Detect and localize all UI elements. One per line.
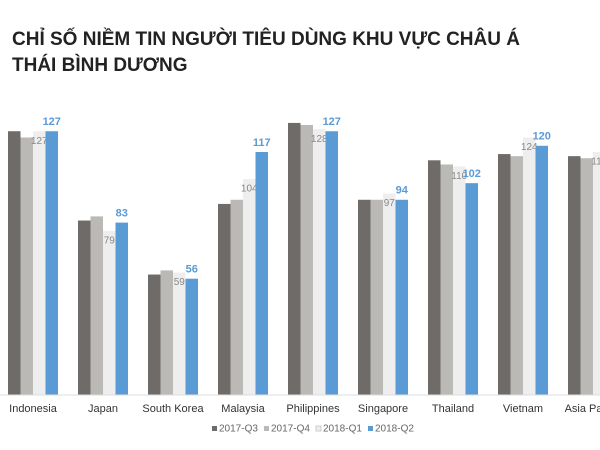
x-tick-label: Thailand [432,403,474,415]
bar [78,220,91,395]
data-label: 110 [451,171,467,182]
bar [103,230,116,395]
x-tick-label: Philippines [286,403,340,415]
data-label: 120 [533,131,551,143]
x-tick-label: Singapore [358,403,408,415]
data-label: 102 [463,168,481,180]
x-tick-label: Asia Pacific [565,403,600,415]
bar [218,203,231,395]
bar [185,278,198,395]
data-label: 79 [104,236,116,247]
x-tick-label: Malaysia [221,403,265,415]
data-label: 117 [253,137,271,149]
data-label: 128 [311,134,328,145]
data-label: 56 [186,264,198,276]
data-label: 104 [241,184,258,195]
bar [395,199,408,395]
bar [255,152,268,395]
x-tick-label: Indonesia [9,403,58,415]
bar [33,131,46,395]
chart-title: THÁI BÌNH DƯƠNG [12,54,188,76]
data-label: 59 [174,277,186,288]
bar [20,137,33,395]
data-label: 124 [521,142,538,153]
x-tick-label: South Korea [142,403,204,415]
bar [230,199,243,395]
legend-label: 2017-Q3 [219,424,258,435]
bar [148,274,161,395]
bar [428,160,441,395]
data-label: 127 [31,136,48,147]
bar [288,122,301,395]
legend-marker [264,426,269,431]
data-label: 117 [591,157,600,168]
bar [453,166,466,395]
bar [160,270,173,395]
bar [535,145,548,395]
bar [45,131,58,395]
legend-marker [368,426,373,431]
bar [580,158,593,395]
data-label: 94 [396,185,409,197]
bar [523,137,536,395]
bar [325,131,338,395]
bar [370,199,383,395]
data-label: 97 [384,198,396,209]
legend-label: 2017-Q4 [271,424,310,435]
bar [593,152,600,395]
bar [313,129,326,395]
data-label: 83 [116,208,128,220]
x-tick-label: Japan [88,403,118,415]
bar [510,156,523,395]
bar [90,216,103,395]
data-label: 127 [43,116,61,128]
legend-label: 2018-Q2 [375,424,414,435]
bar [173,272,186,395]
bar [358,199,371,395]
bar [243,179,256,395]
chart-title: CHỈ SỐ NIỀM TIN NGƯỜI TIÊU DÙNG KHU VỰC … [12,28,520,50]
bar [8,131,21,395]
bar [498,154,511,395]
bar [465,183,478,395]
legend-marker [315,425,322,432]
bar [568,156,581,395]
legend-label: 2018-Q1 [323,424,362,435]
data-label: 127 [323,116,341,128]
legend-marker [212,426,217,431]
bar [383,193,396,395]
bar [115,222,128,395]
x-tick-label: Vietnam [503,403,543,415]
bar [300,125,313,395]
bar [440,164,453,395]
